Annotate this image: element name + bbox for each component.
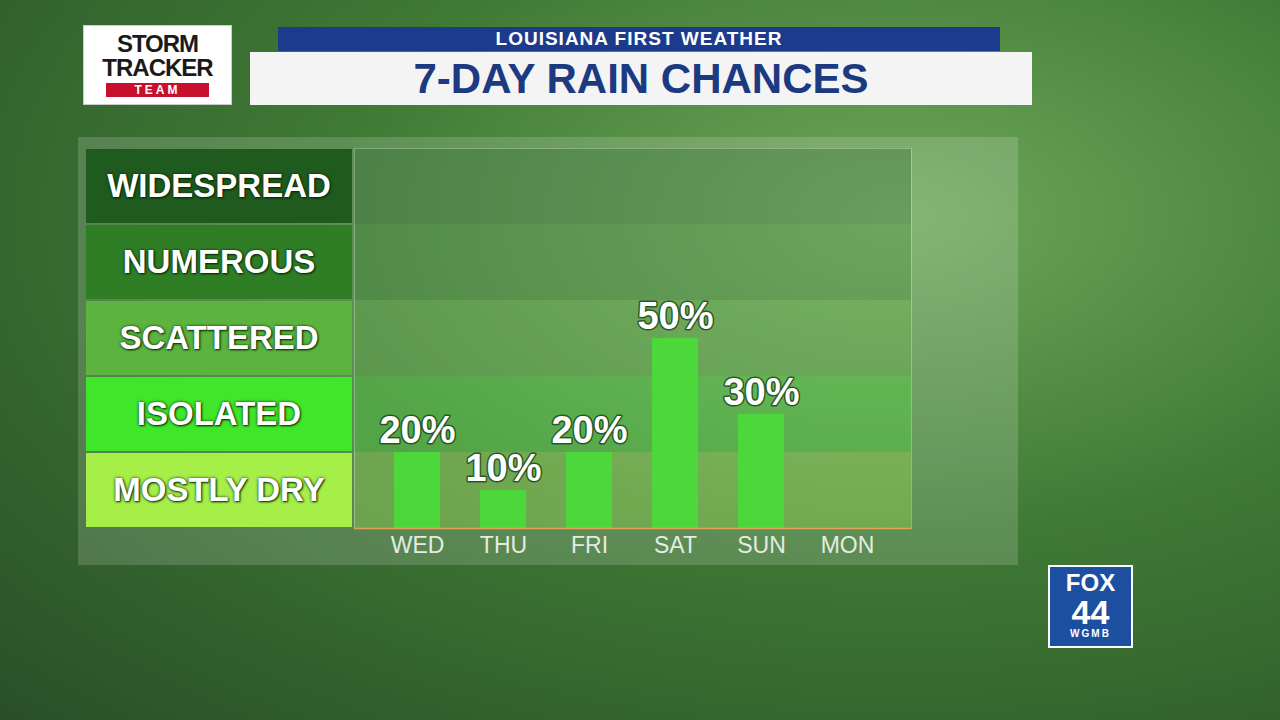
svg-text:WED: WED xyxy=(391,532,445,558)
svg-text:MON: MON xyxy=(821,532,875,558)
svg-text:50%: 50% xyxy=(637,295,713,337)
svg-text:30%: 30% xyxy=(723,371,799,413)
svg-text:THU: THU xyxy=(480,532,527,558)
html-text:ISOLATED: ISOLATED xyxy=(136,395,302,432)
html-text:WIDESPREAD: WIDESPREAD xyxy=(107,167,331,204)
svg-text:10%: 10% xyxy=(465,447,541,489)
html-text:TRACKER: TRACKER xyxy=(102,54,213,81)
html-text:NUMEROUS: NUMEROUS xyxy=(122,243,316,280)
svg-text:20%: 20% xyxy=(379,409,455,451)
html-text:FOX: FOX xyxy=(1065,569,1116,596)
html-text:7-DAY RAIN CHANCES: 7-DAY RAIN CHANCES xyxy=(413,55,869,102)
svg-text:SAT: SAT xyxy=(654,532,697,558)
svg-text:SUN: SUN xyxy=(737,532,786,558)
html-text:STORM: STORM xyxy=(116,30,199,57)
html-text:LOUISIANA FIRST WEATHER: LOUISIANA FIRST WEATHER xyxy=(495,28,783,49)
svg-text:20%: 20% xyxy=(551,409,627,451)
html-text:TEAM: TEAM xyxy=(134,83,181,97)
html-text:44: 44 xyxy=(1071,593,1110,631)
html-text:SCATTERED: SCATTERED xyxy=(119,319,319,356)
html-text:WGMB: WGMB xyxy=(1070,628,1111,639)
html-text:MOSTLY DRY: MOSTLY DRY xyxy=(113,471,325,508)
svg-text:FRI: FRI xyxy=(571,532,608,558)
